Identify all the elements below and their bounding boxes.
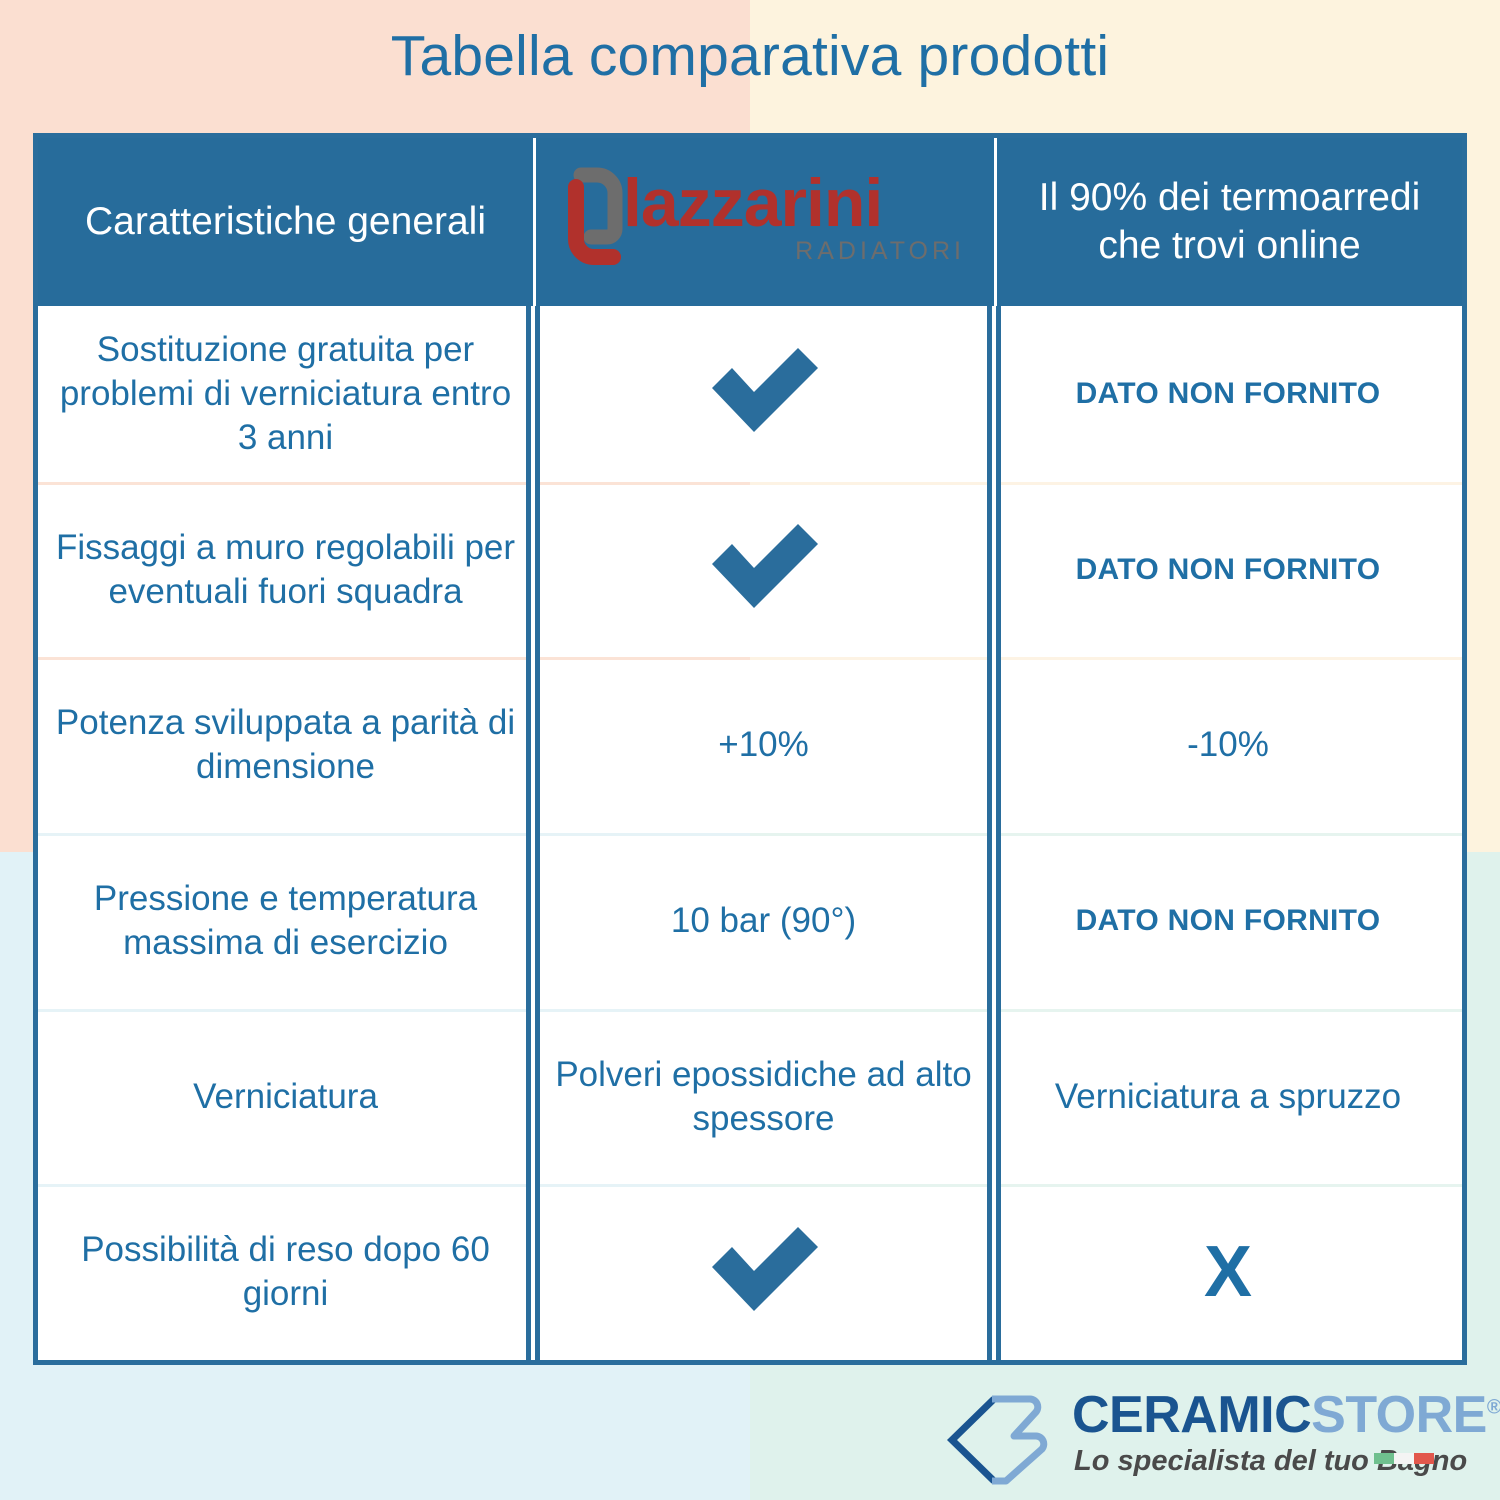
italian-flag-icon bbox=[1374, 1453, 1434, 1464]
cell-lazzarini-value bbox=[526, 1184, 994, 1360]
cell-competitor-value: DATO NON FORNITO bbox=[987, 306, 1462, 482]
header-features-label: Caratteristiche generali bbox=[84, 200, 487, 244]
lazzarini-subtext: RADIATORI bbox=[795, 237, 965, 265]
cell-lazzarini-value: 10 bar (90°) bbox=[526, 833, 994, 1009]
checkmark-icon bbox=[704, 1221, 824, 1324]
header-cell-lazzarini: lazzarini RADIATORI bbox=[533, 138, 994, 306]
ceramicstore-diamond-icon bbox=[944, 1395, 1056, 1490]
table-row: Pressione e temperatura massima di eserc… bbox=[38, 833, 1462, 1009]
cell-feature: Sostituzione gratuita per problemi di ve… bbox=[59, 330, 512, 457]
cell-feature: Possibilità di reso dopo 60 giorni bbox=[81, 1230, 490, 1314]
cell-competitor-value: DATO NON FORNITO bbox=[987, 481, 1462, 658]
cell-lazzarini-value: Polveri epossidiche ad alto spessore bbox=[526, 1008, 994, 1185]
flag-band-white bbox=[1394, 1453, 1414, 1464]
cell-competitor-value: DATO NON FORNITO bbox=[987, 833, 1462, 1009]
cell-lazzarini-value bbox=[526, 306, 994, 482]
ceramicstore-wordmark: CERAMICSTORE® bbox=[1072, 1389, 1500, 1441]
cell-feature: Verniciatura bbox=[193, 1076, 378, 1116]
lazzarini-l-mark-icon bbox=[561, 167, 623, 282]
header-competitor-label: Il 90% dei termoarredi che trovi online bbox=[1038, 176, 1421, 267]
table-row: Potenza sviluppata a parità di dimension… bbox=[38, 657, 1462, 833]
cell-competitor-value: -10% bbox=[987, 657, 1462, 833]
ceramicstore-word-secondary: STORE bbox=[1311, 1386, 1487, 1444]
table-row: Sostituzione gratuita per problemi di ve… bbox=[38, 306, 1462, 482]
table-header-row: Caratteristiche generali lazzarini RADIA… bbox=[38, 138, 1462, 306]
cell-competitor-value: Verniciatura a spruzzo bbox=[987, 1008, 1462, 1185]
table-row: Verniciatura Polveri epossidiche ad alto… bbox=[38, 1008, 1462, 1185]
checkmark-icon bbox=[704, 518, 824, 621]
cell-feature: Pressione e temperatura massima di eserc… bbox=[93, 879, 478, 962]
table-row: Fissaggi a muro regolabili per eventuali… bbox=[38, 481, 1462, 658]
page-title: Tabella comparativa prodotti bbox=[390, 24, 1110, 88]
header-cell-competitor: Il 90% dei termoarredi che trovi online bbox=[994, 138, 1462, 306]
lazzarini-wordmark: lazzarini bbox=[623, 165, 883, 241]
cell-competitor-value: X bbox=[987, 1184, 1462, 1360]
checkmark-icon bbox=[704, 342, 824, 445]
product-comparison-table: Caratteristiche generali lazzarini RADIA… bbox=[33, 133, 1467, 1365]
cell-feature: Potenza sviluppata a parità di dimension… bbox=[55, 703, 516, 787]
header-cell-features: Caratteristiche generali bbox=[38, 138, 533, 306]
lazzarini-logo: lazzarini RADIATORI bbox=[555, 167, 975, 277]
table-body: Sostituzione gratuita per problemi di ve… bbox=[38, 306, 1462, 1360]
flag-band-red bbox=[1414, 1453, 1434, 1464]
flag-band-green bbox=[1374, 1453, 1394, 1464]
cell-lazzarini-value bbox=[526, 481, 994, 658]
cell-lazzarini-value: +10% bbox=[526, 657, 994, 833]
table-row: Possibilità di reso dopo 60 giorni X bbox=[38, 1184, 1462, 1360]
cell-feature: Fissaggi a muro regolabili per eventuali… bbox=[55, 527, 516, 611]
ceramicstore-word-primary: CERAMIC bbox=[1072, 1386, 1312, 1444]
ceramicstore-logo: CERAMICSTORE® Lo specialista del tuo Bag… bbox=[944, 1389, 1500, 1491]
registered-trademark-icon: ® bbox=[1486, 1396, 1500, 1419]
